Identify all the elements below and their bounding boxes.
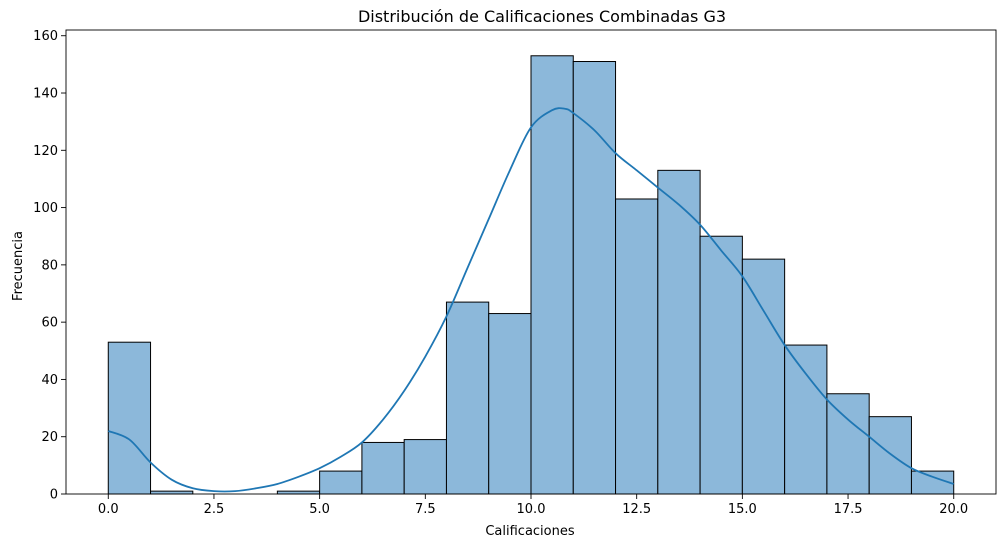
histogram-bar-15: [741, 258, 786, 495]
y-tick-label: 80: [41, 258, 58, 273]
histogram-bar-7: [403, 439, 447, 495]
x-tick-label: 2.5: [204, 502, 225, 517]
histogram-bar-9: [488, 313, 532, 495]
x-tick-label: 10.0: [517, 502, 546, 517]
histogram-bars: [107, 55, 955, 495]
histogram-bar-17: [826, 393, 870, 495]
histogram-bar-12: [615, 198, 659, 495]
x-tick-label: 7.5: [415, 502, 436, 517]
y-tick-label: 60: [41, 316, 58, 331]
histogram-bar-8: [445, 301, 490, 495]
kde-curve: [107, 107, 955, 493]
y-tick-label: 0: [50, 488, 58, 503]
x-axis-label: Calificaciones: [485, 524, 575, 539]
y-axis: 0 20 40 60 80 100 120 140 160: [33, 29, 66, 503]
histogram-bar-10: [530, 55, 574, 495]
histogram-bar-16: [784, 344, 828, 495]
y-tick-label: 160: [33, 29, 58, 44]
x-tick-label: 12.5: [622, 502, 651, 517]
chart-title: Distribución de Calificaciones Combinada…: [358, 7, 726, 26]
y-tick-label: 40: [41, 373, 58, 388]
histogram-bar-18: [868, 416, 912, 495]
histogram-bar-6: [361, 441, 405, 495]
x-tick-label: 20.0: [939, 502, 968, 517]
histogram-bar-5: [319, 470, 363, 495]
y-tick-label: 120: [33, 144, 58, 159]
y-axis-label: Frecuencia: [11, 231, 26, 301]
y-tick-label: 140: [33, 87, 58, 102]
x-tick-label: 5.0: [309, 502, 330, 517]
y-tick-label: 100: [33, 201, 58, 216]
x-tick-label: 15.0: [728, 502, 757, 517]
y-tick-label: 20: [41, 430, 58, 445]
histogram-bar-0: [107, 341, 152, 495]
x-tick-label: 17.5: [834, 502, 863, 517]
x-tick-label: 0.0: [98, 502, 119, 517]
histogram-bar-11: [572, 61, 617, 495]
histogram-bar-14: [699, 235, 743, 495]
histogram-bar-13: [657, 169, 701, 495]
x-axis: 0.0 2.5 5.0 7.5 10.0 12.5 15.0 17.5 20.0: [98, 494, 968, 517]
